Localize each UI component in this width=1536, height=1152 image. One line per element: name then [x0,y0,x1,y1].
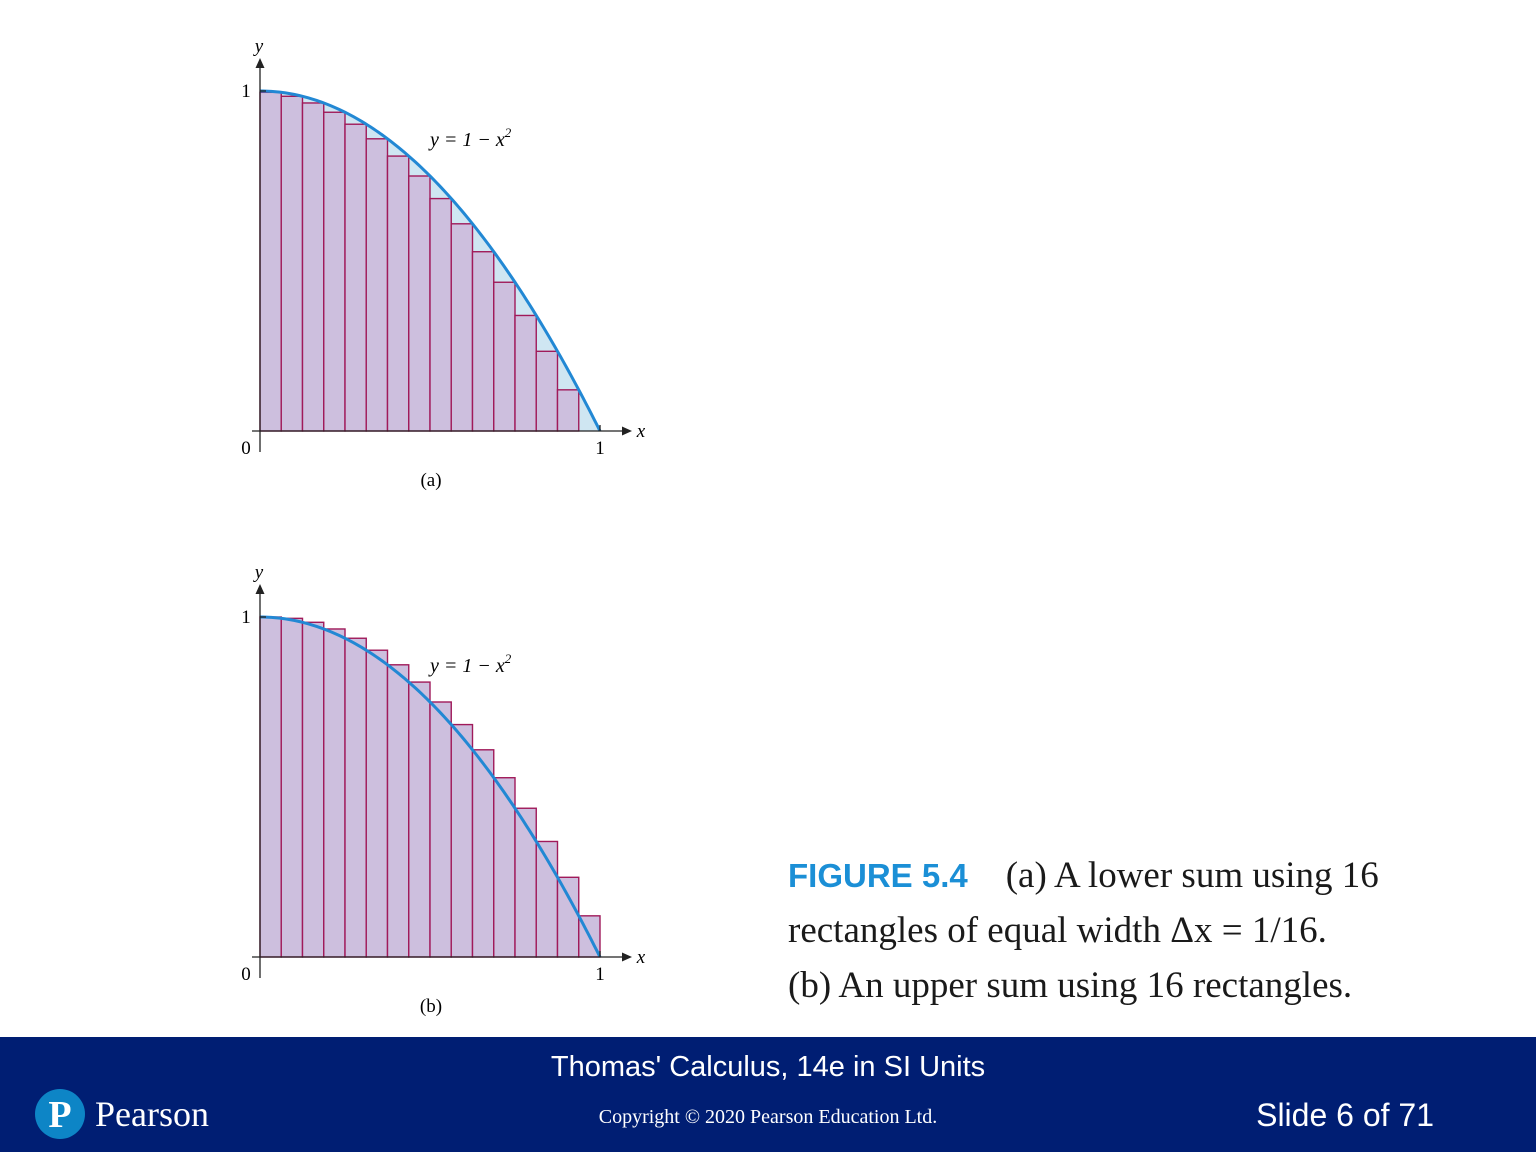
y-axis-arrow [255,58,265,68]
y-tick-label-1: 1 [241,81,251,102]
bar-8 [408,175,431,432]
y-axis-arrow [255,584,265,594]
bar-7 [386,155,410,432]
curve-line [259,615,602,958]
copyright: Copyright © 2020 Pearson Education Ltd. [598,1106,938,1128]
axes [252,584,632,978]
curve-label-exponent: 2 [505,125,512,140]
bar-6 [365,138,389,432]
x-axis-label: x [636,421,646,442]
pearson-logo-letter: P [48,1094,71,1136]
bar-4 [323,628,346,958]
pearson-p-glyph: P [48,1094,71,1136]
caption-line-3: (b) An upper sum using 16 rectangles. [788,965,1353,1006]
x-tick-label-0: 0 [241,438,251,459]
x-tick-label-0: 0 [241,964,251,985]
bar-13 [514,314,537,432]
bar-11 [471,251,495,432]
bar-1 [259,616,282,958]
bar-2 [280,617,304,958]
bar-5 [344,637,367,958]
caption-line-1: FIGURE 5.4 (a) A lower sum using 16 [788,848,1488,903]
pearson-wordmark: Pearson [95,1094,209,1134]
bar-15 [556,389,580,432]
curve-label-text: y = 1 − x [428,655,505,677]
slide-indicator: Slide 6 of 71 [1256,1097,1434,1133]
bar-14 [535,350,559,432]
rectangles [259,91,580,432]
bar-7 [386,664,410,958]
x-tick-label-1: 1 [595,438,605,459]
bar-5 [344,123,367,432]
chart-upper-sum: y x 1 0 1 y = 1 − x2 (b) [241,562,646,1017]
bar-13 [514,807,537,958]
panel-label: (a) [420,470,441,491]
bar-4 [323,111,346,432]
y-tick-label-1: 1 [241,607,251,628]
bar-2 [280,95,304,432]
axes [252,58,632,452]
curve-line [259,89,602,432]
pearson-logo: P Pearson [35,1088,209,1140]
x-axis-label: x [636,947,646,968]
caption-line-2: rectangles of equal width Δx = 1/16. [788,910,1327,951]
bar-9 [429,701,452,958]
curve-label-text: y = 1 − x [428,129,505,151]
bar-15 [556,876,580,958]
bar-1 [259,91,282,432]
x-axis-arrow [622,952,632,962]
bar-12 [493,281,516,432]
bar-11 [471,749,495,958]
bar-8 [408,681,431,958]
caption-text-1: (a) A lower sum using 16 [1005,855,1379,896]
bar-3 [301,102,325,432]
y-axis-label: y [253,36,264,57]
bar-9 [429,197,452,432]
pearson-p-icon: P [35,1089,85,1139]
curve-label-exponent: 2 [505,651,512,666]
panel-label: (b) [420,996,442,1017]
y-axis-label: y [253,562,264,583]
bar-10 [450,223,474,432]
footer-bar: P Pearson Thomas' Calculus, 14e in SI Un… [0,1037,1536,1152]
book-title: Thomas' Calculus, 14e in SI Units [550,1051,986,1083]
x-tick-label-1: 1 [595,964,605,985]
curve-label: y = 1 − x2 [428,651,512,677]
curve-label: y = 1 − x2 [428,125,512,151]
x-axis-arrow [622,426,632,436]
figure-label: FIGURE 5.4 [788,857,968,894]
figure-caption: FIGURE 5.4 (a) A lower sum using 16 recta… [788,848,1488,1013]
bar-3 [301,621,325,958]
bar-6 [365,649,389,958]
bar-10 [450,723,474,958]
chart-lower-sum: y x 1 0 1 y = 1 − x2 (a) [241,36,646,491]
